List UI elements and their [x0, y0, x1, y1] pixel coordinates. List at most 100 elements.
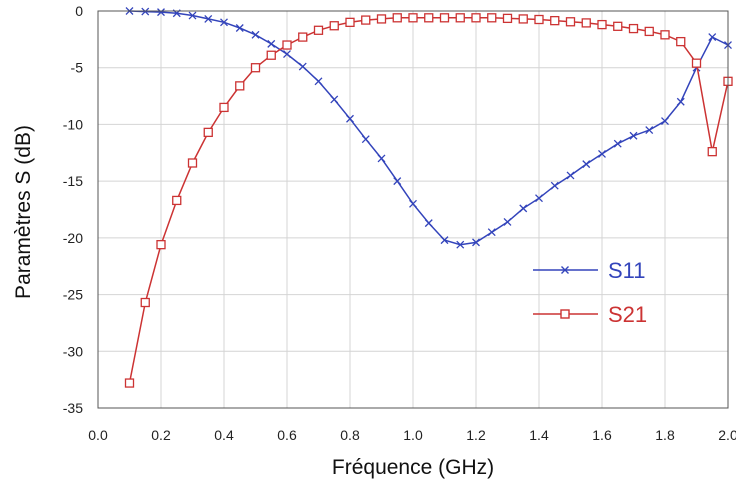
- s11-point: [204, 14, 213, 23]
- y-tick-label: -25: [63, 287, 83, 303]
- s11-point: [235, 24, 244, 32]
- s11-point: [472, 238, 480, 247]
- s21-point: [644, 26, 654, 37]
- s11-point: [708, 33, 717, 42]
- s21-point: [534, 14, 544, 25]
- s21-point: [140, 297, 150, 308]
- s11-point: [629, 131, 638, 140]
- series-s21: [124, 13, 733, 388]
- s21-point: [124, 378, 135, 388]
- s11-point: [440, 236, 449, 245]
- s21-point: [156, 240, 166, 250]
- s11-point: [346, 114, 354, 123]
- s21-point: [266, 50, 276, 60]
- s21-point: [282, 40, 292, 50]
- s21-point: [455, 13, 465, 23]
- x-tick-label: 1.0: [403, 427, 423, 443]
- s21-point: [219, 102, 229, 113]
- x-tick-label: 0.8: [340, 427, 360, 443]
- y-tick-label: -30: [63, 343, 83, 359]
- y-tick-label: -10: [63, 116, 83, 132]
- x-tick-label: 1.6: [592, 427, 612, 443]
- s11-point: [298, 62, 307, 71]
- s11-point: [330, 95, 339, 104]
- x-axis-ticks: 0.0 0.2 0.4 0.6 0.8 1.0 1.2 1.4 1.6 1.8 2.0: [88, 427, 736, 443]
- s21-point: [707, 147, 717, 157]
- s21-point: [235, 81, 245, 91]
- s21-point: [518, 14, 528, 24]
- s11-point: [598, 149, 606, 158]
- s11-point: [251, 30, 260, 39]
- legend-marker-s11: [561, 266, 569, 274]
- s21-point: [676, 36, 686, 47]
- s21-point: [628, 23, 639, 34]
- s21-point: [487, 13, 497, 23]
- x-tick-label: 1.4: [529, 427, 549, 443]
- s21-point: [597, 19, 607, 30]
- legend-label-s21: S21: [608, 302, 647, 327]
- s11-point: [661, 117, 669, 125]
- y-tick-label: -5: [71, 60, 84, 76]
- s21-point: [203, 127, 213, 138]
- s21-point: [691, 58, 702, 68]
- legend-label-s11: S11: [608, 258, 646, 283]
- x-tick-label: 0.2: [151, 427, 171, 443]
- s11-point: [188, 11, 197, 20]
- s21-point: [392, 13, 402, 23]
- s21-point: [502, 13, 513, 24]
- series-layer: [124, 7, 733, 388]
- x-tick-label: 0.4: [214, 427, 234, 443]
- s11-point: [535, 194, 543, 203]
- s21-point: [298, 32, 308, 42]
- s11-point: [645, 126, 654, 135]
- s11-point: [377, 154, 386, 163]
- s11-point: [550, 181, 559, 190]
- y-tick-label: -15: [63, 173, 83, 189]
- series-s11: [125, 7, 732, 249]
- y-tick-label: -35: [63, 400, 83, 416]
- y-tick-label: 0: [75, 3, 83, 19]
- legend: S11 S21: [533, 258, 647, 327]
- s21-point: [660, 30, 670, 40]
- s11-point: [613, 139, 622, 148]
- s21-point: [424, 13, 434, 23]
- y-axis-ticks: 0 -5 -10 -15 -20 -25 -30 -35: [63, 3, 83, 416]
- s21-point: [439, 13, 450, 23]
- s11-point: [157, 8, 165, 17]
- s21-point: [471, 13, 481, 23]
- x-tick-label: 0.6: [277, 427, 297, 443]
- s21-point: [329, 21, 339, 31]
- s11-point: [519, 204, 528, 213]
- s11-point: [424, 219, 433, 228]
- s11-point: [141, 7, 150, 16]
- s11-point: [566, 171, 575, 180]
- y-tick-label: -20: [63, 230, 83, 246]
- s11-point: [487, 228, 496, 237]
- s21-point: [376, 14, 387, 24]
- s21-point: [345, 17, 355, 27]
- x-tick-label: 1.2: [466, 427, 486, 443]
- s11-point: [676, 97, 685, 106]
- s21-point: [361, 15, 371, 25]
- s11-point: [393, 177, 402, 186]
- x-tick-label: 0.0: [88, 427, 108, 443]
- s21-point: [250, 63, 261, 73]
- s11-point: [314, 77, 323, 86]
- s11-point: [582, 160, 591, 169]
- s21-point: [313, 25, 324, 35]
- x-tick-label: 2.0: [718, 427, 736, 443]
- s11-point: [220, 18, 228, 27]
- s21-point: [613, 21, 623, 31]
- s21-point: [550, 15, 560, 26]
- plot-frame: [97, 10, 729, 409]
- s11-point: [409, 199, 417, 208]
- x-axis-label: Fréquence (GHz): [332, 456, 494, 479]
- s21-point: [581, 18, 591, 28]
- s11-point: [503, 218, 512, 226]
- s11-point: [456, 240, 465, 249]
- legend-marker-s21: [560, 309, 570, 319]
- s21-point: [187, 158, 198, 168]
- s11-point: [267, 39, 276, 48]
